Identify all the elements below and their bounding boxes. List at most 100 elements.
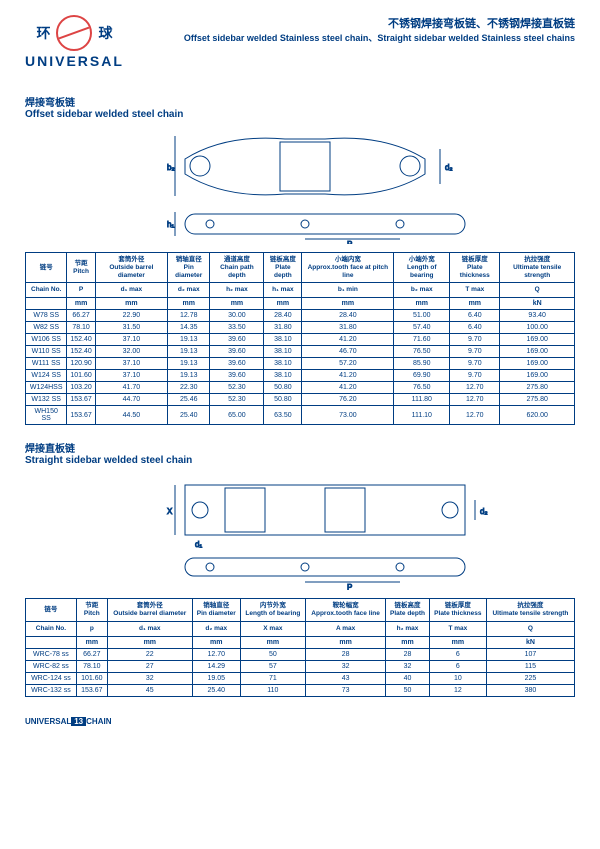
cell: 9.70 [450,358,500,370]
cell: WRC-132 ss [26,684,77,696]
col-head: T max [450,283,500,298]
cell: 73 [305,684,385,696]
cell: 71 [240,672,305,684]
cell: 14.29 [192,660,240,672]
cell: 76.20 [302,394,394,406]
col-head: mm [192,636,240,648]
cell: 38.10 [264,334,302,346]
cell: 110 [240,684,305,696]
cell: 28.40 [302,310,394,322]
cell: 152.40 [67,334,95,346]
cell: 37.10 [95,358,167,370]
t1-head-units: mmmmmmmmmmmmmmmmkN [26,298,575,310]
title-en: Offset sidebar welded Stainless steel ch… [184,31,575,44]
t2-head-sym: Chain No.pd₁ maxd₂ maxX maxA maxh₂ maxT … [26,621,575,636]
logo-zh-left: 环 [36,23,50,43]
col-head: A max [305,621,385,636]
table-offset: 链号节距Pitch套筒外径Outside barrel diameter销轴直径… [25,252,575,425]
cell: 115 [486,660,574,672]
t1-head-zh: 链号节距Pitch套筒外径Outside barrel diameter销轴直径… [26,253,575,283]
col-head: 小端内宽Approx.tooth face at pitch line [302,253,394,283]
col-head: mm [264,298,302,310]
col-head: d₂ max [192,621,240,636]
col-head: X max [240,621,305,636]
cell: 32 [386,660,430,672]
cell: 27 [107,660,192,672]
cell: 101.60 [76,672,107,684]
table-row: WRC-124 ss101.603219.0571434010225 [26,672,575,684]
cell: 63.50 [264,406,302,425]
table-row: W124HSS103.2041.7022.3052.3050.8041.2076… [26,382,575,394]
col-head: kN [500,298,575,310]
table-row: W124 SS101.6037.1019.1339.6038.1041.2069… [26,370,575,382]
cell: 52.30 [210,382,264,394]
cell: 28 [305,648,385,660]
section1-title: 焊接弯板链Offset sidebar welded steel chain [25,94,575,120]
cell: 31.50 [95,322,167,334]
col-head: mm [95,298,167,310]
cell: 69.90 [394,370,450,382]
cell: 380 [486,684,574,696]
cell: 12.70 [450,406,500,425]
cell: 22 [107,648,192,660]
cell: 12.70 [450,382,500,394]
cell: 39.60 [210,370,264,382]
cell: 12 [429,684,486,696]
col-head: h₁ max [264,283,302,298]
col-head: 内节外宽Length of bearing [240,599,305,622]
cell: 73.00 [302,406,394,425]
svg-text:X: X [167,507,173,516]
col-head: 抗拉强度Ultimate tensile strength [500,253,575,283]
svg-text:d₂: d₂ [445,163,453,172]
cell: 100.00 [500,322,575,334]
col-head [26,636,77,648]
table-row: W106 SS152.4037.1019.1339.6038.1041.2071… [26,334,575,346]
cell: 78.10 [67,322,95,334]
col-head: 套筒外径Outside barrel diameter [95,253,167,283]
table-straight: 链号节距Pitch套筒外径Outside barrel diameter销轴直径… [25,598,575,696]
logo-block: 环 球 UNIVERSAL [25,15,124,69]
page: 环 球 UNIVERSAL 不锈钢焊接弯板链、不锈钢焊接直板链 Offset s… [0,0,600,741]
cell: 38.10 [264,358,302,370]
col-head: T max [429,621,486,636]
cell: 225 [486,672,574,684]
cell: 169.00 [500,334,575,346]
cell: 101.60 [67,370,95,382]
col-head: 鞍轮幅宽Approx.tooth face line [305,599,385,622]
t2-head-units: mmmmmmmmmmmmmmkN [26,636,575,648]
cell: 22.30 [167,382,210,394]
title-zh: 不锈钢焊接弯板链、不锈钢焊接直板链 [184,15,575,31]
col-head: kN [486,636,574,648]
cell: 65.00 [210,406,264,425]
col-head: d₂ max [167,283,210,298]
cell: 50 [240,648,305,660]
cell: 22.90 [95,310,167,322]
t1-body: W78 SS66.2722.9012.7830.0028.4028.4051.0… [26,310,575,425]
table-row: WRC-132 ss153.674525.40110735012380 [26,684,575,696]
cell: 9.70 [450,334,500,346]
cell: 19.13 [167,358,210,370]
cell: 25.46 [167,394,210,406]
cell: 152.40 [67,346,95,358]
col-head: Chain No. [26,621,77,636]
cell: 31.80 [264,322,302,334]
cell: 57 [240,660,305,672]
cell: 10 [429,672,486,684]
cell: 51.00 [394,310,450,322]
cell: 12.70 [450,394,500,406]
logo-zh-right: 球 [98,23,112,43]
cell: 12.70 [192,648,240,660]
table-row: W110 SS152.4032.0019.1339.6038.1046.7076… [26,346,575,358]
col-head: mm [386,636,430,648]
t1-head-sym: Chain No.Pd₁ maxd₂ maxh₂ maxh₁ maxb₁ min… [26,283,575,298]
col-head: mm [305,636,385,648]
col-head: p [76,621,107,636]
cell: 46.70 [302,346,394,358]
cell: 85.90 [394,358,450,370]
cell: 76.50 [394,346,450,358]
cell: 120.90 [67,358,95,370]
cell: 28.40 [264,310,302,322]
cell: 30.00 [210,310,264,322]
col-head: mm [429,636,486,648]
diagram-offset: b₂ d₂ h₁ P [25,124,575,244]
